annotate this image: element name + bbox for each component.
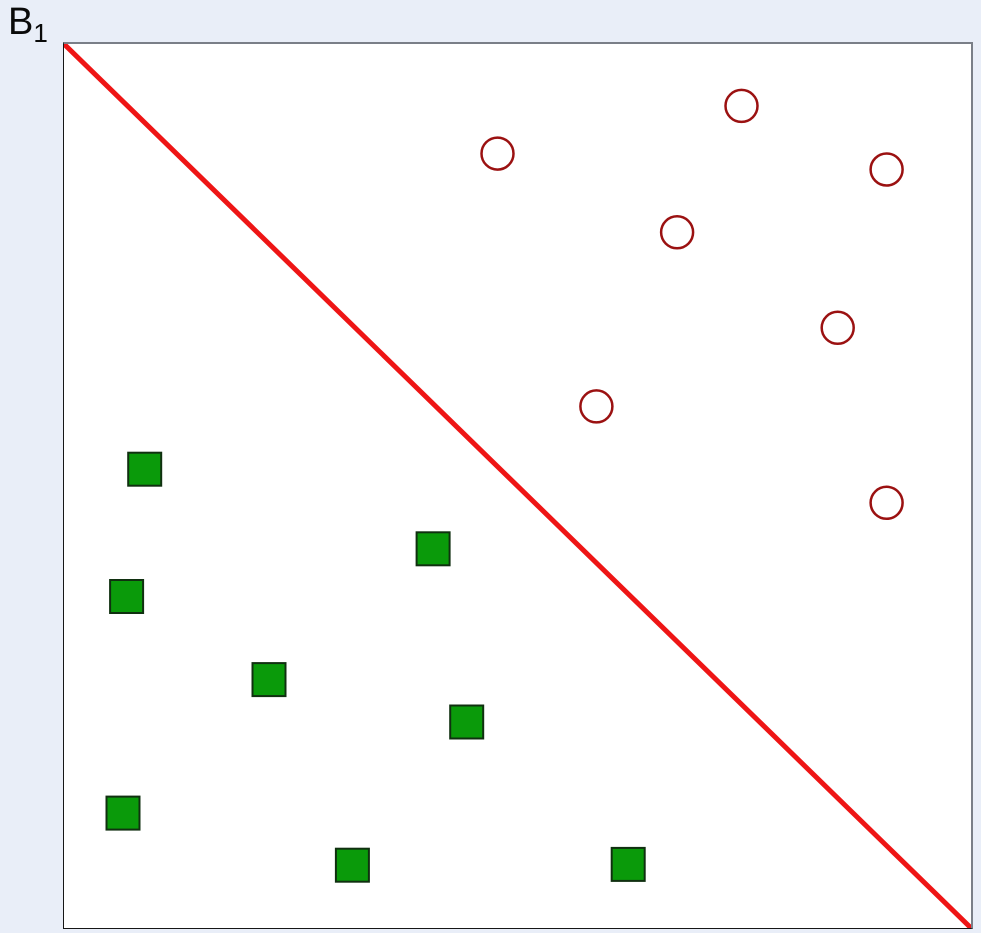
square-marker bbox=[127, 451, 163, 487]
square-marker bbox=[415, 531, 451, 567]
circle-marker bbox=[724, 88, 759, 124]
circle-marker bbox=[579, 389, 614, 424]
boundary-label-subscript: 1 bbox=[33, 18, 48, 48]
circle-marker bbox=[869, 485, 904, 521]
circle-marker bbox=[659, 215, 695, 250]
square-marker bbox=[105, 795, 141, 831]
circle-marker bbox=[480, 136, 515, 171]
boundary-label: B1 bbox=[8, 1, 48, 46]
circle-marker bbox=[869, 152, 904, 187]
decision-boundary-line bbox=[64, 44, 971, 928]
plot-svg bbox=[64, 44, 971, 928]
boundary-label-base: B bbox=[8, 1, 34, 43]
square-marker bbox=[251, 662, 287, 698]
circle-marker bbox=[820, 310, 855, 346]
square-marker bbox=[449, 704, 485, 740]
square-marker bbox=[334, 847, 370, 883]
square-marker bbox=[109, 579, 145, 614]
plot-area bbox=[63, 42, 973, 929]
square-marker bbox=[610, 846, 646, 882]
